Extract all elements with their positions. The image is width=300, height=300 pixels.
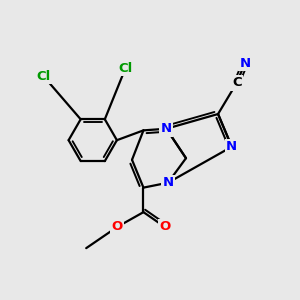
- Text: Cl: Cl: [37, 70, 51, 83]
- Text: N: N: [226, 140, 237, 153]
- Text: O: O: [159, 220, 170, 233]
- Text: O: O: [112, 220, 123, 233]
- Text: N: N: [162, 176, 174, 189]
- Text: N: N: [239, 57, 250, 70]
- Text: C: C: [232, 76, 242, 89]
- Text: Cl: Cl: [118, 62, 133, 75]
- Text: N: N: [161, 122, 172, 135]
